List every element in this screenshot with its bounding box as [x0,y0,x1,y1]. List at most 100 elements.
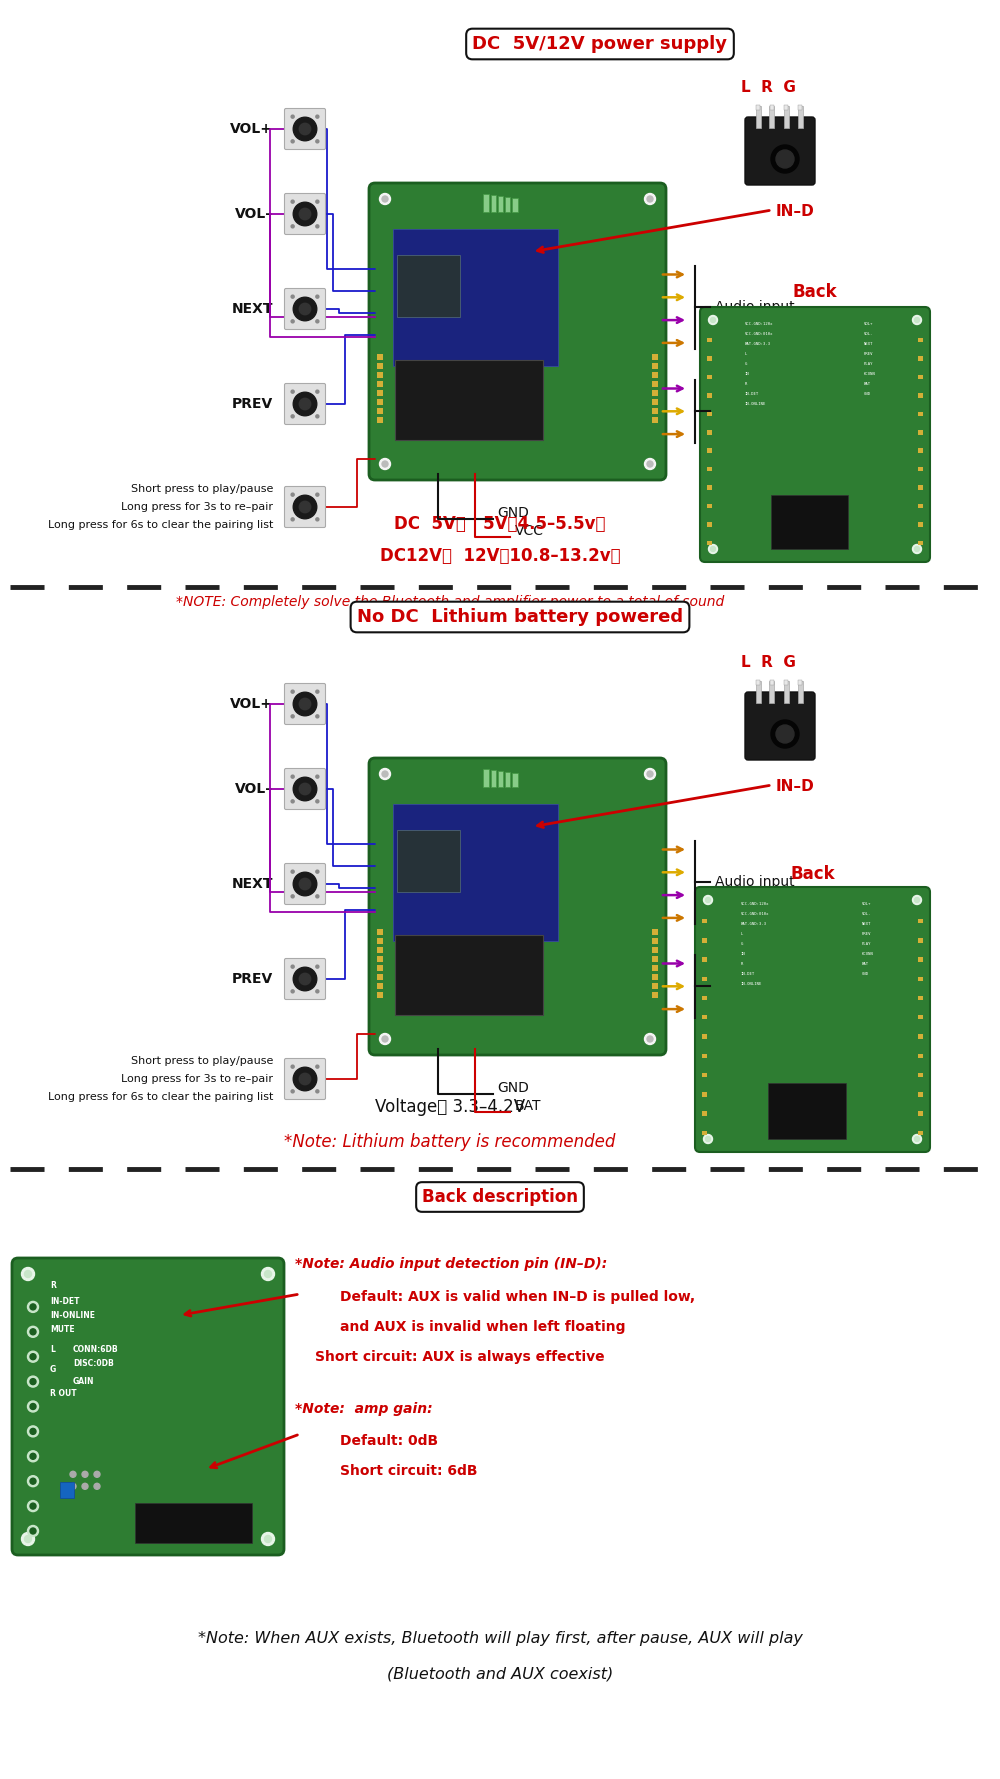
Text: VCC-GND:010x: VCC-GND:010x [740,913,769,916]
Circle shape [647,770,653,777]
FancyBboxPatch shape [285,769,326,809]
Text: IN-ONLINE: IN-ONLINE [50,1311,95,1320]
Circle shape [291,116,294,117]
Bar [918,448,923,454]
Circle shape [316,690,319,694]
Bar [770,105,774,110]
FancyBboxPatch shape [700,308,930,562]
Circle shape [644,769,656,779]
FancyBboxPatch shape [369,758,666,1055]
Bar [490,770,496,786]
Bar [918,1092,923,1096]
Text: CONN:6DB: CONN:6DB [73,1345,119,1354]
Circle shape [82,1471,88,1477]
FancyBboxPatch shape [395,936,543,1014]
Bar [377,407,383,415]
Bar [784,680,788,685]
Circle shape [299,783,311,795]
Bar [702,996,707,1000]
Bar [702,1053,707,1059]
Text: Short circuit: AUX is always effective: Short circuit: AUX is always effective [315,1350,605,1364]
Bar [918,411,923,416]
Circle shape [316,989,319,993]
Bar [756,680,760,685]
Circle shape [293,297,317,320]
Circle shape [293,872,317,897]
Circle shape [291,776,294,777]
FancyBboxPatch shape [285,1059,326,1099]
Circle shape [27,1327,38,1338]
Circle shape [316,870,319,873]
Circle shape [291,895,294,898]
Text: PREV: PREV [232,971,273,986]
Bar [702,1130,707,1135]
Text: Short press to play/pause: Short press to play/pause [131,1057,273,1066]
Bar [769,107,774,128]
Circle shape [264,1270,272,1277]
Circle shape [27,1402,38,1413]
Bar [798,107,803,128]
Text: VCC-GND:010x: VCC-GND:010x [745,333,773,336]
Bar [483,769,489,786]
Bar [377,975,383,980]
Circle shape [316,715,319,719]
Circle shape [316,966,319,968]
Circle shape [22,1532,34,1546]
Text: VCC-GND:120x: VCC-GND:120x [745,322,773,326]
Circle shape [27,1477,38,1487]
Text: NEXT: NEXT [863,342,873,345]
Bar [652,418,658,423]
Bar [918,977,923,980]
Bar [377,946,383,954]
Circle shape [706,897,710,902]
Text: Long press for 3s to re–pair: Long press for 3s to re–pair [121,502,273,512]
Text: IN-ONLINE: IN-ONLINE [740,982,762,986]
Circle shape [291,966,294,968]
Circle shape [316,895,319,898]
Circle shape [316,320,319,322]
Bar [490,196,496,212]
Text: KCONN: KCONN [863,372,875,375]
Text: IN: IN [745,372,749,375]
FancyBboxPatch shape [393,229,558,366]
Circle shape [94,1484,100,1489]
Bar [652,398,658,404]
Text: No DC  Lithium battery powered: No DC Lithium battery powered [357,608,683,626]
Text: PLAY: PLAY [862,943,871,946]
Bar [918,918,923,923]
Bar [707,503,712,509]
Circle shape [316,199,319,203]
Circle shape [30,1503,36,1509]
Bar [377,372,383,377]
Text: and AUX is invalid when left floating: and AUX is invalid when left floating [340,1320,626,1334]
Circle shape [27,1427,38,1437]
Circle shape [316,493,319,496]
Text: GND: GND [862,971,869,977]
Bar [798,105,802,110]
Text: Back: Back [793,283,837,301]
Bar [798,681,803,703]
Bar [918,996,923,1000]
Circle shape [299,123,311,135]
Circle shape [293,692,317,715]
Text: VCC-GND:120x: VCC-GND:120x [740,902,769,906]
Bar [377,418,383,423]
FancyBboxPatch shape [695,888,930,1153]
Bar [505,772,510,786]
Text: BAT: BAT [862,962,869,966]
Bar [918,1053,923,1059]
Bar [512,197,518,212]
Bar [377,993,383,998]
Text: IN-ONLINE: IN-ONLINE [745,402,766,406]
Circle shape [70,1471,76,1477]
Text: VOL-: VOL- [862,913,871,916]
Bar [756,105,760,110]
Text: Short press to play/pause: Short press to play/pause [131,484,273,495]
Circle shape [30,1453,36,1459]
Text: KCONN: KCONN [862,952,874,955]
Text: BAT: BAT [515,1099,541,1114]
Circle shape [293,968,317,991]
Bar [918,957,923,962]
Bar [652,929,658,934]
Circle shape [94,1471,100,1477]
